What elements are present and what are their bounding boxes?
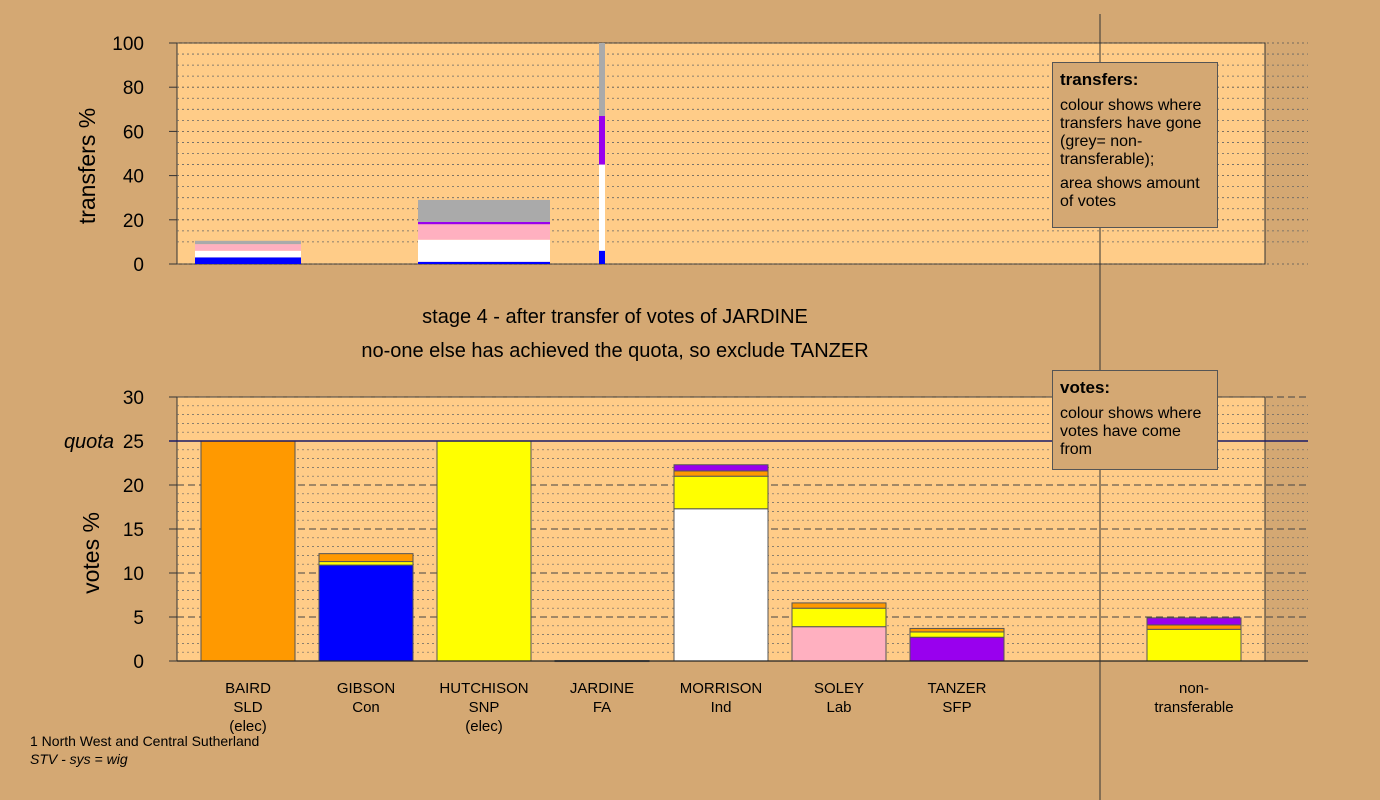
category-label-party: Lab — [826, 699, 852, 716]
transfer-segment-fa — [195, 250, 301, 258]
transfer-segment-nontransferable — [195, 240, 301, 245]
votes-tick-label: 20 — [123, 476, 144, 497]
transfer-segment-lab — [418, 224, 550, 240]
votes-tick-label: 25 — [123, 432, 144, 453]
legend-transfers-text-2: area shows amount of votes — [1060, 175, 1200, 210]
category-label-name: MORRISON — [679, 680, 763, 697]
legend-transfers: transfers: colour shows where transfers … — [1052, 62, 1218, 228]
category-label-line: transferable — [1154, 699, 1234, 716]
category-label-line: non- — [1178, 680, 1210, 697]
votes-axis-label: votes % — [78, 512, 104, 594]
category-label-party: Con — [352, 699, 380, 716]
category-label-baird: BAIRD SLD (elec) — [188, 679, 308, 736]
vote-bar-soley-segment-lab — [791, 626, 887, 662]
transfer-segment-con — [599, 250, 605, 264]
transfers-tick-label: 0 — [133, 255, 144, 276]
category-label-soley: SOLEY Lab — [779, 679, 899, 717]
category-label-name: HUTCHISON — [439, 680, 529, 697]
legend-votes-text: colour shows where votes have come from — [1060, 405, 1202, 458]
vote-bar-morrison-segment-sfp — [673, 464, 769, 472]
vote-bar-baird-segment-sld — [200, 440, 296, 662]
category-label-name: GIBSON — [336, 680, 396, 697]
transfers-axis-label: transfers % — [74, 108, 100, 224]
vote-bar-tanzer-segment-snp — [909, 631, 1005, 638]
category-label-jardine: JARDINE FA — [542, 679, 662, 717]
transfers-tick-label: 20 — [123, 211, 144, 232]
vote-bar-tanzer-segment-sld — [909, 627, 1005, 633]
transfer-segment-nontransferable — [599, 43, 605, 116]
vote-bar-morrison-segment-snp — [673, 475, 769, 510]
vote-bar-nontransferable-segment-sld — [1146, 624, 1242, 630]
category-label-party: SNP — [468, 699, 500, 716]
stage-subtitle: no-one else has achieved the quota, so e… — [361, 340, 869, 362]
vote-bar-gibson-segment-con — [318, 564, 414, 662]
transfer-segment-con — [195, 257, 301, 264]
vote-bar-soley-segment-sld — [791, 602, 887, 609]
vote-bar-nontransferable-segment-sfp — [1146, 617, 1242, 626]
category-label-note: (elec) — [465, 718, 503, 735]
vote-bar-tanzer-segment-sfp — [909, 636, 1005, 662]
transfer-segment-fa — [418, 239, 550, 262]
category-label-party: SLD — [233, 699, 263, 716]
stage-title: stage 4 - after transfer of votes of JAR… — [422, 306, 808, 328]
transfer-segment-sfp — [418, 222, 550, 225]
votes-tick-label: 0 — [133, 652, 144, 673]
votes-tick-label: 5 — [133, 608, 144, 629]
category-label-nontransferable: non-transferable — [1134, 679, 1254, 717]
category-label-note: (elec) — [229, 718, 267, 735]
category-label-party: SFP — [942, 699, 972, 716]
legend-votes: votes: colour shows where votes have com… — [1052, 370, 1218, 470]
footer-system: STV - sys = wig — [30, 751, 128, 767]
legend-transfers-title: transfers: — [1060, 70, 1139, 89]
category-label-party: FA — [592, 699, 612, 716]
quota-label: quota — [64, 431, 114, 453]
category-label-morrison: MORRISON Ind — [661, 679, 781, 717]
transfer-segment-fa — [599, 164, 605, 251]
transfer-segment-con — [418, 261, 550, 264]
votes-tick-label: 10 — [123, 564, 144, 585]
category-label-party: Ind — [710, 699, 732, 716]
legend-transfers-text-1: colour shows where transfers have gone (… — [1060, 97, 1202, 168]
category-label-gibson: GIBSON Con — [306, 679, 426, 717]
transfers-tick-label: 60 — [123, 122, 144, 143]
footer-constituency: 1 North West and Central Sutherland — [30, 733, 260, 749]
transfer-segment-sfp — [599, 115, 605, 165]
transfer-segment-lab — [195, 244, 301, 251]
vote-bar-morrison-segment-sld — [673, 470, 769, 477]
category-label-name: SOLEY — [813, 680, 865, 697]
votes-tick-label: 15 — [123, 520, 144, 541]
transfer-segment-nontransferable — [418, 199, 550, 223]
votes-tick-label: 30 — [123, 388, 144, 409]
vote-bar-nontransferable-segment-snp — [1146, 628, 1242, 662]
transfers-tick-label: 80 — [123, 78, 144, 99]
vote-bar-soley-segment-snp — [791, 607, 887, 628]
vote-bar-morrison-segment-ind — [673, 508, 769, 662]
transfers-tick-label: 100 — [112, 34, 144, 55]
transfers-tick-label: 40 — [123, 167, 144, 188]
category-label-hutchison: HUTCHISON SNP (elec) — [424, 679, 544, 736]
legend-votes-title: votes: — [1060, 378, 1111, 397]
vote-bar-hutchison-segment-snp — [436, 440, 532, 662]
category-label-tanzer: TANZER SFP — [897, 679, 1017, 717]
category-label-name: JARDINE — [569, 680, 635, 697]
vote-bar-gibson-segment-snp — [318, 561, 414, 566]
category-label-name: TANZER — [927, 680, 987, 697]
category-label-name: BAIRD — [225, 680, 271, 697]
vote-bar-gibson-segment-sld — [318, 553, 414, 563]
